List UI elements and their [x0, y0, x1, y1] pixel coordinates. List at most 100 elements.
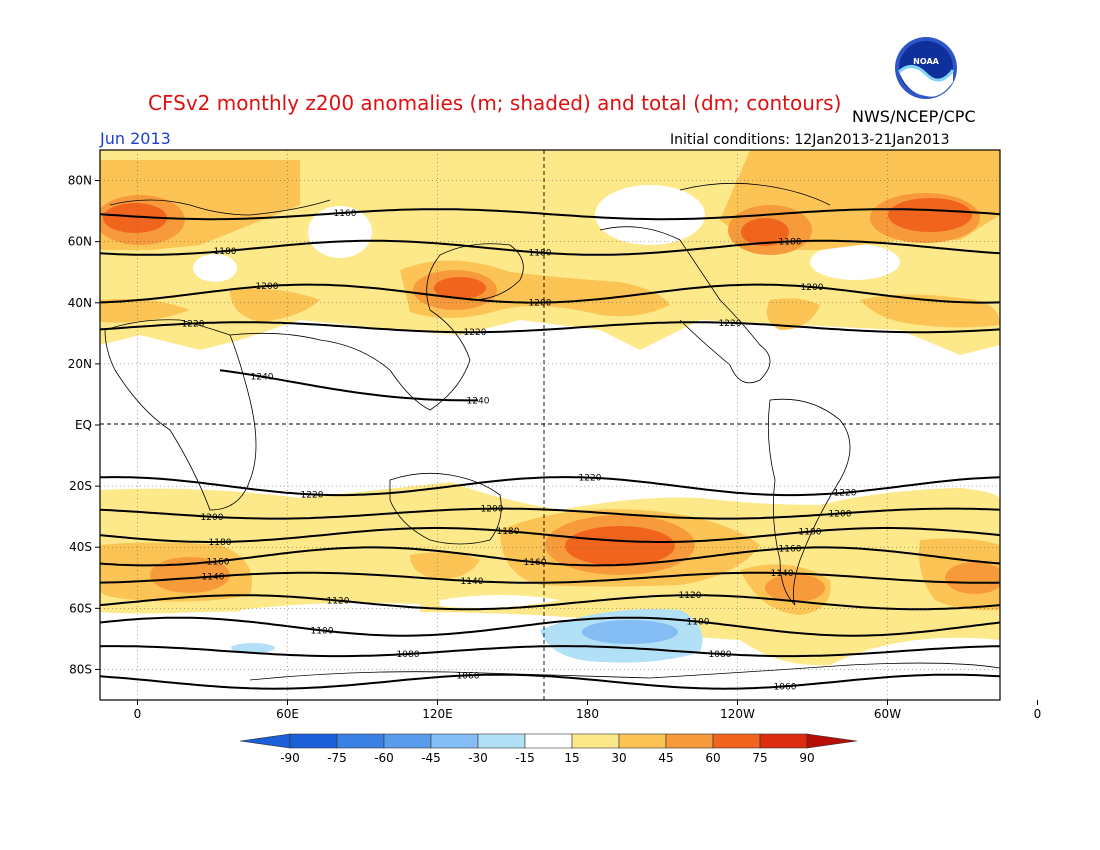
colorbar-segment [430, 733, 479, 749]
colorbar-segment [336, 733, 385, 749]
contour-label: 1180 [779, 238, 802, 248]
shade-sh-45 [150, 557, 230, 593]
colorbar-segment [665, 733, 714, 749]
colorbar-label: 45 [658, 751, 673, 765]
colorbar-segment [759, 733, 808, 749]
lat-label: 20S [69, 479, 92, 493]
lat-label: 60N [68, 235, 92, 249]
colorbar-segment [289, 733, 338, 749]
lon-label: 120E [422, 707, 453, 721]
coast-eurasia-north [109, 199, 331, 216]
colorbar-label: 30 [611, 751, 626, 765]
contour-label: 1200 [829, 509, 852, 519]
contour-label: 1200 [801, 283, 824, 293]
colorbar-label: -30 [468, 751, 488, 765]
lat-labels: 80N 60N 40N 20N EQ 20S 40S 60S 80S [68, 174, 100, 676]
initial-conditions: Initial conditions: 12Jan2013-21Jan2013 [670, 132, 949, 148]
contour-label: 1240 [467, 396, 490, 406]
contour-label: 1180 [497, 527, 520, 537]
lat-label: 60S [69, 601, 92, 615]
month-label: Jun 2013 [99, 129, 171, 148]
logo-bird [899, 66, 953, 97]
contour-line [219, 369, 478, 402]
contour-label: 1200 [256, 282, 279, 292]
colorbar-segment [383, 733, 432, 749]
contour-label: 1080 [397, 650, 420, 660]
contour-label: 1120 [327, 597, 350, 607]
contour-label: 1080 [709, 650, 732, 660]
contour-line [100, 283, 1000, 304]
contour-label: 1140 [461, 577, 484, 587]
colorbar-label: -45 [421, 751, 441, 765]
lat-label: 40S [69, 540, 92, 554]
logo-text: NOAA [913, 57, 939, 66]
lon-label: 60W [874, 707, 901, 721]
contour-line [100, 616, 1000, 637]
coast-north-america [599, 226, 771, 384]
contour-line [100, 208, 1000, 221]
contour-label: 1220 [719, 319, 742, 329]
coastlines [104, 182, 1000, 681]
contour-label: 1220 [464, 328, 487, 338]
shade-nh-30 [230, 288, 320, 322]
shade-nh-30 [100, 298, 190, 323]
colorbar-label: 60 [705, 751, 720, 765]
contour-label: 1200 [529, 299, 552, 309]
colorbar-segment [712, 733, 761, 749]
shade-sh-neg15 [231, 643, 275, 653]
contour-label: 1220 [834, 489, 857, 499]
colorbar-segment [571, 733, 620, 749]
contours: 1160 1180 1180 1180 1200 1200 1200 1220 1220 1220… [100, 208, 1000, 692]
contour-line [100, 546, 1000, 567]
shade-nh-30 [766, 298, 820, 330]
contour-line [100, 645, 1000, 658]
contour-label: 1140 [202, 573, 225, 583]
colorbar: -90 -75 -60 -45 -30 -15 15 30 45 60 75 90 [239, 733, 858, 765]
contour-line [100, 673, 1000, 690]
colorbar-label: -15 [515, 751, 535, 765]
shade-sh-45 [765, 574, 825, 602]
contour-label: 1180 [799, 528, 822, 538]
contour-label: 1220 [182, 319, 205, 329]
contour-label: 1100 [687, 618, 710, 628]
colorbar-arrow-right [806, 733, 858, 749]
agency-label: NWS/NCEP/CPC [852, 107, 976, 126]
contour-label: 1180 [209, 538, 232, 548]
lon-label: 120W [720, 707, 755, 721]
contour-label: 1180 [214, 247, 237, 257]
contour-label: 1160 [334, 209, 357, 219]
noaa-logo: NOAA [895, 37, 957, 99]
colorbar-label: 15 [564, 751, 579, 765]
logo-wave [897, 65, 955, 82]
colorbar-segment [477, 733, 526, 749]
lon-label: 0 [134, 707, 142, 721]
contour-line [100, 571, 1000, 584]
shade-sh-45 [945, 562, 1000, 594]
shade-hole [810, 244, 900, 280]
contour-line [100, 527, 1000, 543]
contour-label: 1140 [771, 569, 794, 579]
contour-label: 1220 [301, 490, 324, 500]
shade-hole [440, 595, 560, 608]
contour-label: 1160 [524, 558, 547, 568]
lat-label: 20N [68, 357, 92, 371]
shade-nh-60 [434, 277, 486, 299]
contour-label: 1060 [457, 671, 480, 681]
coast-antarctica [249, 662, 1000, 681]
lon-label: 0 [1034, 707, 1042, 721]
colorbar-label: -75 [327, 751, 347, 765]
coast-australia [389, 472, 502, 545]
contour-line [100, 507, 1000, 520]
colorbar-label: -90 [280, 751, 300, 765]
contour-label: 1160 [207, 557, 230, 567]
colorbar-segment [524, 733, 573, 749]
coast-arctic [679, 182, 831, 206]
contour-line [100, 594, 1000, 611]
shade-hole [308, 206, 372, 258]
contour-label: 1200 [201, 513, 224, 523]
coast-asia [229, 243, 524, 411]
lat-label: 80N [68, 174, 92, 188]
contour-label: 1200 [481, 505, 504, 515]
colorbar-segment [618, 733, 667, 749]
